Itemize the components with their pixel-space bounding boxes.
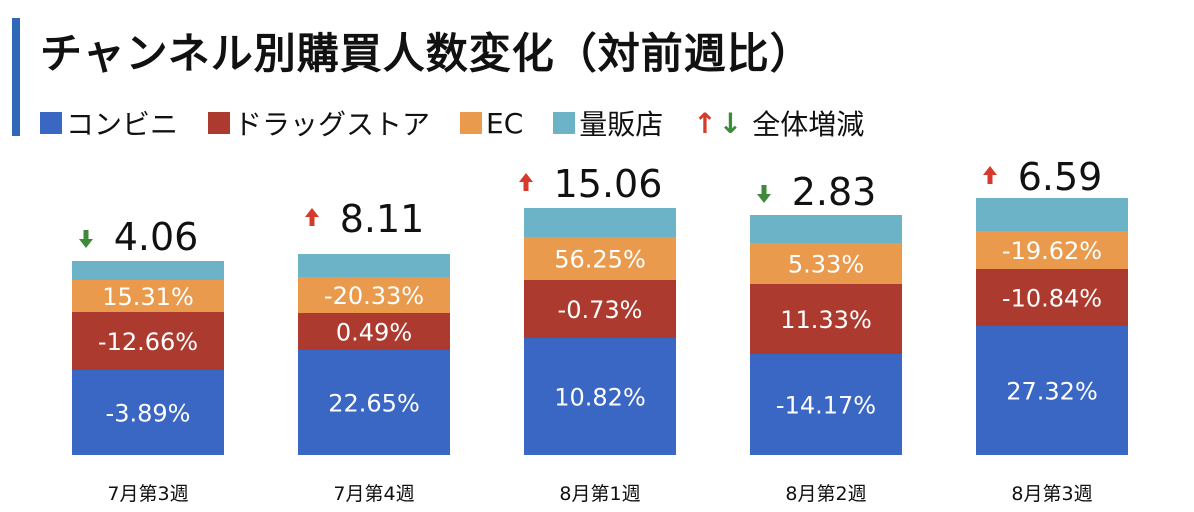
- total-change-label: 8.11: [340, 197, 425, 241]
- bar-segment: [72, 312, 224, 370]
- arrow-up-icon: [305, 208, 319, 226]
- data-label: -20.33%: [324, 282, 424, 310]
- bar-segment: [524, 208, 676, 237]
- bar-segment: [524, 338, 676, 455]
- data-label: -19.62%: [1002, 237, 1102, 265]
- data-label: -10.84%: [1002, 285, 1102, 313]
- bar-segment: [976, 231, 1128, 269]
- bar-segment: [524, 280, 676, 338]
- bar-segment: [72, 370, 224, 455]
- arrow-down-icon: [79, 230, 93, 248]
- bar-segment: [298, 254, 450, 277]
- bar-segment: [750, 243, 902, 284]
- chart-legend: コンビニ ドラッグストア EC 量販店 ↑ ↓ 全体増減: [40, 103, 894, 143]
- legend-swatch-ec: [460, 112, 483, 134]
- bar-segment: [72, 280, 224, 312]
- total-change-label: 4.06: [114, 215, 199, 259]
- data-label: -12.66%: [98, 328, 198, 356]
- legend-label-ec: EC: [486, 106, 524, 140]
- data-label: -14.17%: [776, 392, 876, 420]
- data-label: 0.49%: [336, 319, 412, 347]
- bar-segment: [750, 284, 902, 354]
- title-accent-bar: [12, 18, 20, 136]
- data-label: -3.89%: [106, 400, 191, 428]
- x-tick-label: 8月第2週: [785, 483, 866, 505]
- legend-item-convenience: コンビニ: [40, 103, 178, 143]
- bar-segment: [976, 326, 1128, 455]
- arrow-up-icon: [519, 173, 533, 191]
- legend-item-drugstore: ドラッグストア: [208, 103, 430, 143]
- data-label: 27.32%: [1006, 378, 1098, 406]
- bar-segment: [524, 237, 676, 280]
- data-label: 56.25%: [554, 246, 646, 274]
- x-tick-label: 8月第3週: [1011, 483, 1092, 505]
- chart-title: チャンネル別購買人数変化（対前週比）: [40, 29, 813, 78]
- legend-label-drugstore: ドラッグストア: [234, 108, 431, 141]
- data-label: 15.31%: [102, 283, 194, 311]
- data-label: 5.33%: [788, 251, 864, 279]
- bar-segment: [298, 350, 450, 455]
- bar-segment: [298, 313, 450, 350]
- total-change-label: 15.06: [554, 162, 663, 206]
- bar-segment: [750, 354, 902, 455]
- arrow-down-icon: ↓: [718, 106, 743, 140]
- bar-segment: [72, 261, 224, 280]
- legend-item-mass-retailer: 量販店: [553, 103, 663, 143]
- data-label: -0.73%: [558, 296, 643, 324]
- total-change-label: 6.59: [1018, 155, 1103, 199]
- total-change-label: 2.83: [792, 170, 877, 214]
- data-label: 11.33%: [780, 306, 872, 334]
- legend-item-total-change: ↑ ↓ 全体増減: [693, 103, 864, 143]
- x-tick-label: 7月第4週: [333, 483, 414, 505]
- legend-label-mass-retailer: 量販店: [579, 108, 664, 141]
- data-label: 22.65%: [328, 390, 420, 418]
- arrow-up-icon: [983, 166, 997, 184]
- legend-label-convenience: コンビニ: [66, 108, 179, 141]
- legend-label-total-change: 全体増減: [752, 108, 865, 141]
- x-tick-label: 7月第3週: [107, 483, 188, 505]
- legend-swatch-convenience: [40, 112, 62, 134]
- bar-segment: [976, 198, 1128, 231]
- arrow-up-icon: ↑: [693, 106, 717, 140]
- data-label: 10.82%: [554, 384, 646, 412]
- arrow-down-icon: [757, 185, 771, 203]
- x-tick-label: 8月第1週: [559, 483, 640, 505]
- legend-swatch-mass-retailer: [553, 112, 576, 134]
- legend-swatch-drugstore: [208, 112, 231, 134]
- bar-segment: [750, 215, 902, 243]
- bar-segment: [298, 277, 450, 313]
- bar-segment: [976, 269, 1128, 326]
- legend-item-ec: EC: [460, 107, 523, 140]
